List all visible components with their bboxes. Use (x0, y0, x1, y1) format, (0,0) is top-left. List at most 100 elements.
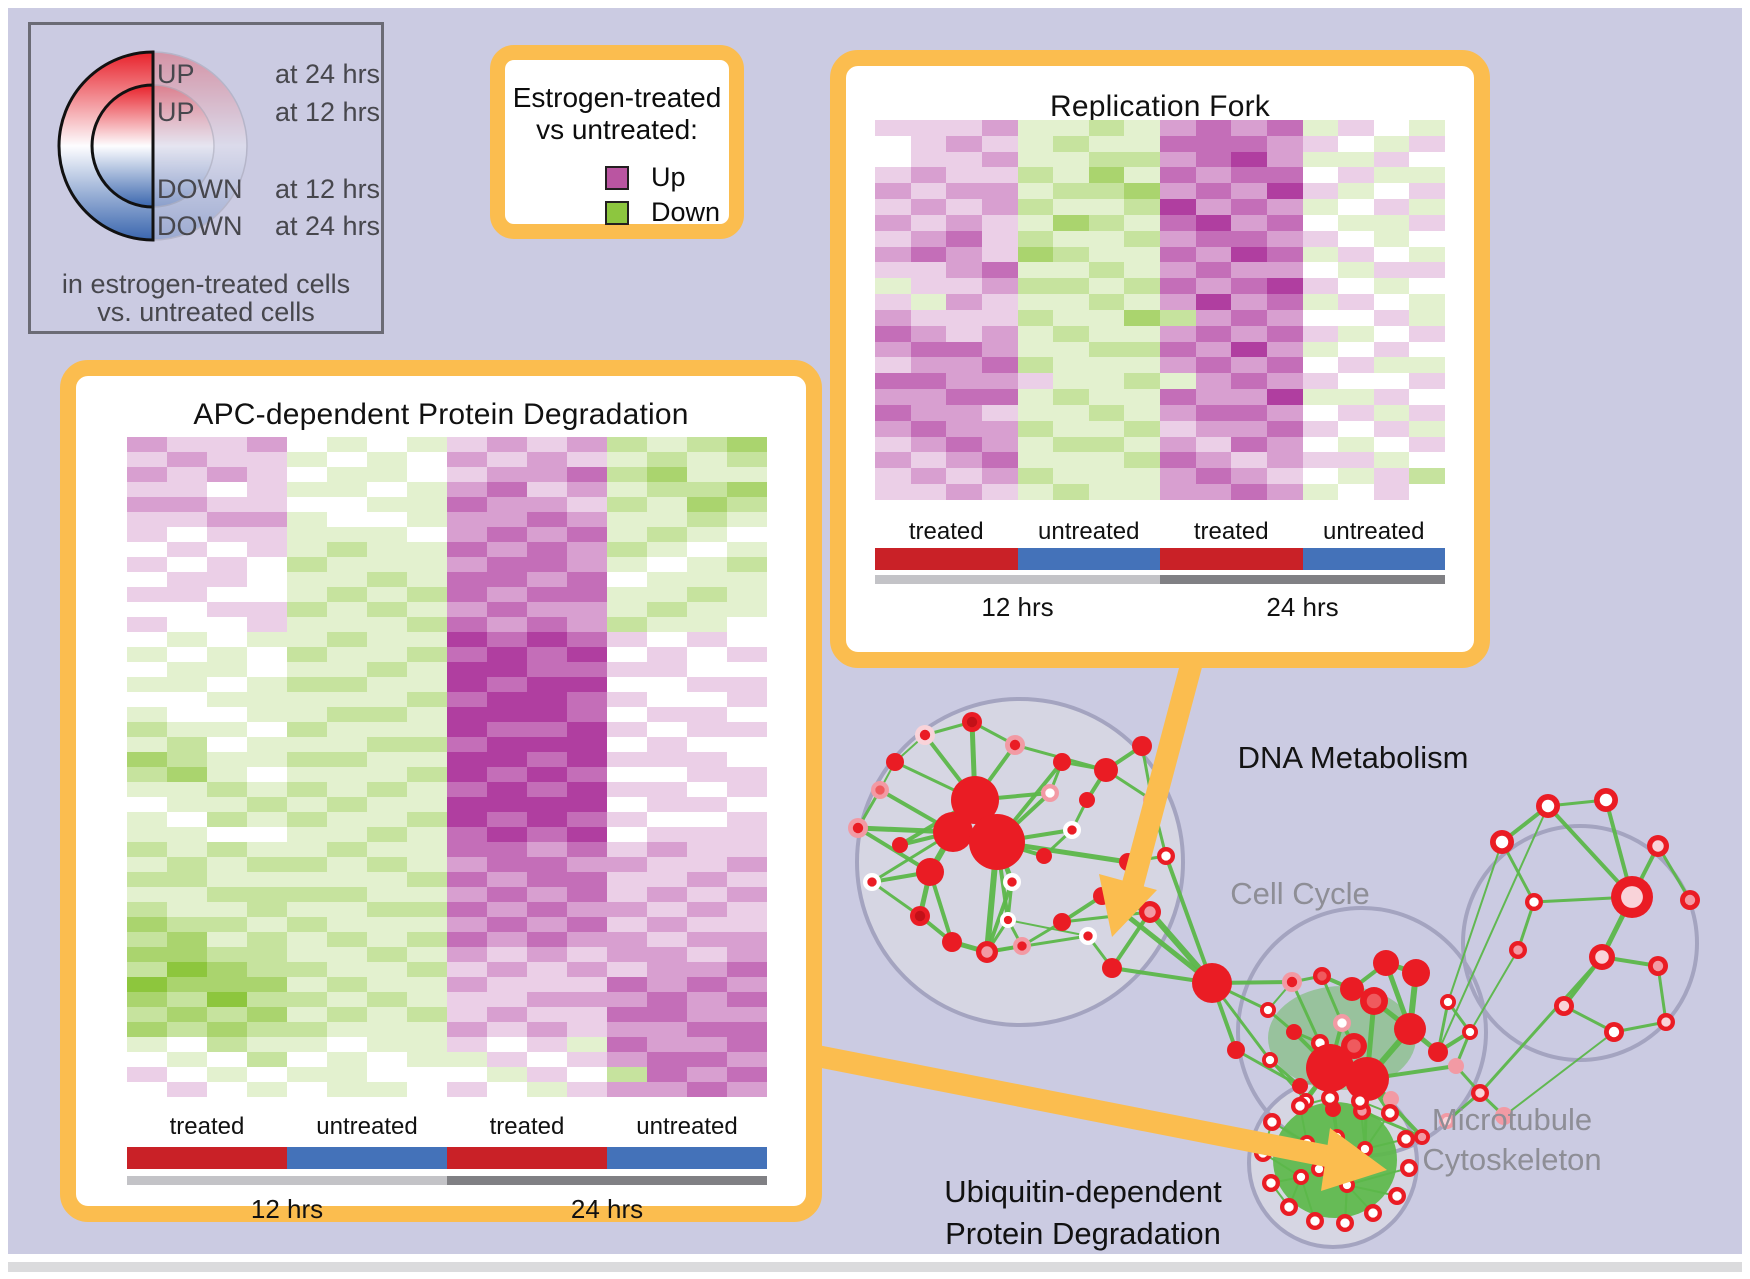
treated-bar (1160, 548, 1303, 570)
heatmap-cell (527, 932, 567, 947)
heatmap-cell (527, 587, 567, 602)
heatmap-cell (287, 1022, 327, 1037)
heatmap-cell (527, 632, 567, 647)
heatmap-cell (567, 692, 607, 707)
heatmap-cell (1231, 278, 1267, 295)
heatmap-cell (327, 587, 367, 602)
time-bar-24hrs (447, 1176, 767, 1185)
heatmap-cell (327, 737, 367, 752)
network-node-core (1443, 997, 1453, 1007)
heatmap-cell (127, 827, 167, 842)
heatmap-cell (1266, 468, 1303, 485)
heatmap-cell (727, 662, 767, 677)
heatmap-cell (247, 572, 287, 587)
heatmap-cell (367, 992, 407, 1007)
heatmap-cell (1088, 230, 1125, 247)
replication-fork-panel-title: Replication Fork (1050, 90, 1270, 123)
heatmap-cell (1231, 325, 1267, 342)
heatmap-cell (167, 932, 207, 947)
heatmap-cell (687, 677, 727, 692)
heatmap-cell (1338, 278, 1374, 295)
heatmap-cell (207, 452, 247, 467)
heatmap-cell (1053, 167, 1089, 184)
heatmap-cell (487, 857, 527, 872)
heatmap-cell (167, 767, 207, 782)
heatmap-cell (647, 452, 687, 467)
heatmap-cell (367, 587, 407, 602)
heatmap-cell (527, 452, 567, 467)
heatmap-cell (327, 677, 367, 692)
heatmap-cell (287, 692, 327, 707)
heatmap-cell (687, 1052, 727, 1067)
heatmap-cell (946, 436, 982, 453)
heatmap-cell (487, 572, 527, 587)
network-node (1286, 1024, 1302, 1040)
heatmap-cell (287, 587, 327, 602)
legend-time-24: at 24 hrs (275, 59, 381, 89)
heatmap-cell (447, 572, 487, 587)
heatmap-cell (727, 647, 767, 662)
heatmap-cell (527, 1082, 567, 1097)
heatmap-cell (287, 617, 327, 632)
heatmap-cell (247, 512, 287, 527)
heatmap-cell (407, 947, 447, 962)
node-glyph-legend: UP at 24 hrs UP at 12 hrs DOWN at 12 hrs… (28, 22, 384, 334)
network-node (1132, 736, 1152, 756)
heatmap-cell (687, 632, 727, 647)
heatmap-cell (447, 1082, 487, 1097)
heatmap-cell (447, 752, 487, 767)
heatmap-cell (1195, 452, 1232, 469)
heatmap-cell (1124, 151, 1160, 168)
arrow-repfork-to-dna-stem (1122, 659, 1203, 887)
heatmap-cell (647, 842, 687, 857)
heatmap-cell (1302, 404, 1339, 421)
heatmap-cell (207, 1037, 247, 1052)
heatmap-cell (407, 977, 447, 992)
network-edge (1007, 919, 1089, 937)
heatmap-cell (687, 482, 727, 497)
heatmap-cell (167, 722, 207, 737)
heatmap-cell (1231, 183, 1267, 200)
heatmap-cell (1088, 357, 1125, 374)
heatmap-cell (127, 722, 167, 737)
heatmap-cell (567, 842, 607, 857)
heatmap-cell (1053, 357, 1089, 374)
heatmap-cell (527, 737, 567, 752)
heatmap-cell (1373, 357, 1410, 374)
network-node-core (966, 716, 978, 728)
heatmap-cell (1409, 436, 1445, 453)
heatmap-cell (487, 722, 527, 737)
heatmap-cell (1017, 452, 1054, 469)
heatmap-cell (607, 467, 647, 482)
heatmap-cell (647, 752, 687, 767)
heatmap-cell (981, 135, 1018, 152)
heatmap-cell (1302, 278, 1339, 295)
network-node (933, 812, 973, 852)
heatmap-cell (127, 482, 167, 497)
heatmap-cell (607, 452, 647, 467)
heatmap-cell (327, 917, 367, 932)
heatmap-cell (687, 857, 727, 872)
heatmap-cell (167, 647, 207, 662)
network-edge (1235, 1048, 1301, 1088)
heatmap-cell (447, 662, 487, 677)
heatmap-cell (647, 1037, 687, 1052)
network-node (1094, 758, 1118, 782)
heatmap-cell (367, 812, 407, 827)
heatmap-cell (327, 527, 367, 542)
heatmap-cell (875, 214, 911, 231)
heatmap-cell (527, 707, 567, 722)
heatmap-cell (487, 782, 527, 797)
heatmap-cell (1266, 167, 1303, 184)
heatmap-cell (1302, 151, 1339, 168)
heatmap-cell (607, 1037, 647, 1052)
heatmap-cell (647, 962, 687, 977)
heatmap-cell (567, 557, 607, 572)
heatmap-cell (647, 737, 687, 752)
heatmap-cell (981, 341, 1018, 358)
network-label-microtubule: Microtubule (1432, 1102, 1592, 1137)
heatmap-cell (607, 542, 647, 557)
heatmap-cell (447, 467, 487, 482)
network-node (1079, 792, 1095, 808)
heatmap-cell (1373, 183, 1410, 200)
